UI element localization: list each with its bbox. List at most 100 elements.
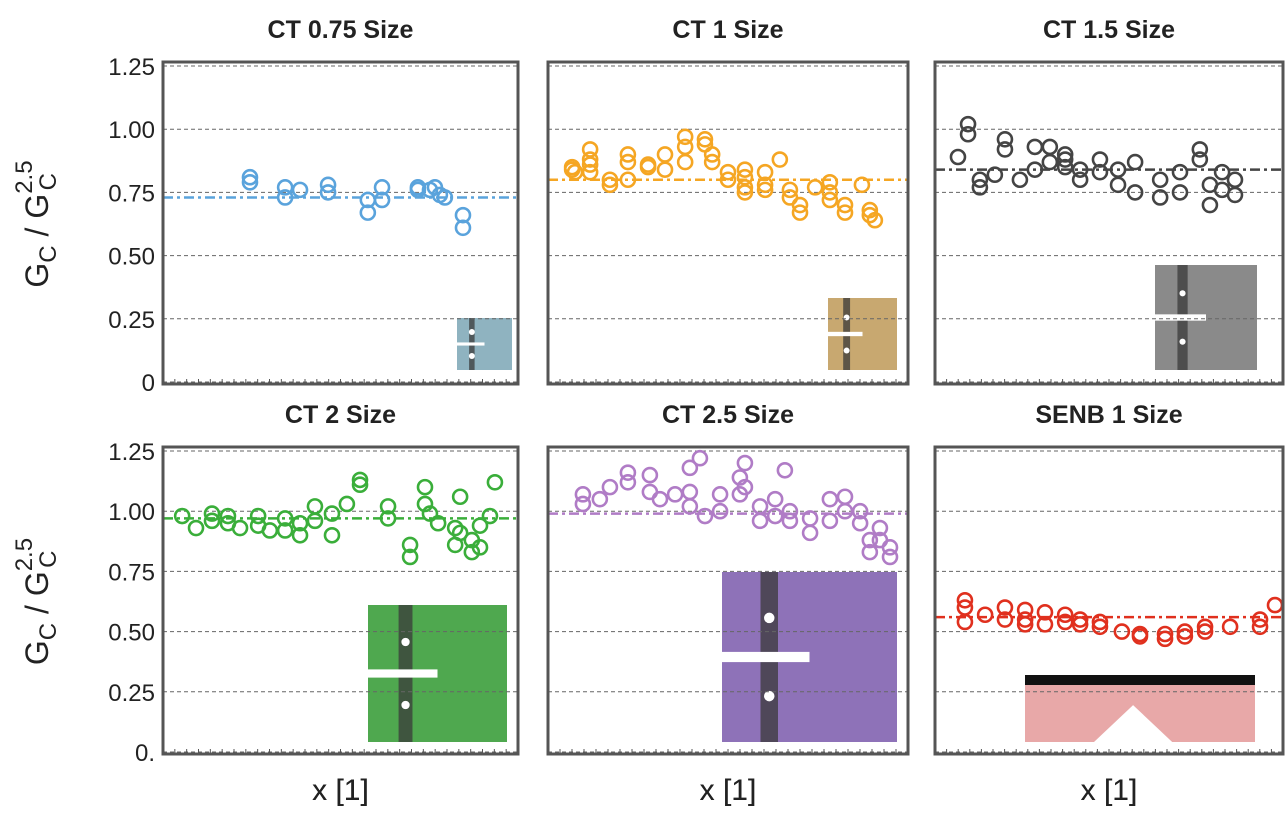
data-point <box>1071 171 1089 189</box>
data-point <box>1071 161 1089 178</box>
data-point <box>1091 613 1109 631</box>
data-point <box>409 179 427 196</box>
data-point <box>861 206 879 224</box>
data-point <box>736 184 754 201</box>
data-point <box>1176 623 1194 640</box>
data-point <box>241 173 259 191</box>
y-axis-label-part: / G <box>19 194 55 246</box>
data-point <box>639 158 657 176</box>
data-point <box>836 196 854 214</box>
data-point <box>676 138 694 156</box>
data-point <box>1016 611 1034 628</box>
data-point <box>1191 141 1209 158</box>
data-point <box>454 206 472 224</box>
data-point <box>1056 151 1074 168</box>
data-point <box>1131 628 1149 645</box>
data-point <box>801 510 819 527</box>
panel-title: SENB 1 Size <box>1035 401 1182 429</box>
data-point <box>1036 616 1054 633</box>
y-tick-label: 0.50 <box>108 620 155 647</box>
data-point <box>696 507 714 525</box>
specimen-hole <box>401 637 410 647</box>
data-point <box>806 179 824 196</box>
data-point <box>591 490 609 508</box>
data-point <box>319 176 337 194</box>
data-point <box>1109 176 1127 194</box>
data-point <box>1036 604 1054 621</box>
data-point <box>436 189 454 206</box>
data-point <box>956 591 974 609</box>
data-point <box>619 153 637 171</box>
data-point <box>1226 171 1244 189</box>
data-point <box>851 514 869 532</box>
y-tick-label: 1.25 <box>108 54 155 81</box>
data-point <box>1221 618 1239 636</box>
data-point <box>651 490 669 508</box>
plot-frame <box>546 445 910 756</box>
data-point <box>1126 153 1144 171</box>
data-point <box>451 524 469 542</box>
data-point <box>771 151 789 168</box>
data-point <box>756 176 774 194</box>
plot-frame <box>161 445 520 756</box>
data-point <box>1091 151 1109 168</box>
y-tick-label: 0.75 <box>108 559 155 586</box>
data-point <box>359 204 377 221</box>
data-point <box>1201 196 1219 214</box>
data-point <box>681 498 699 515</box>
data-point <box>719 171 737 189</box>
data-point <box>481 507 499 525</box>
data-point <box>1176 628 1194 645</box>
data-point <box>731 469 749 486</box>
data-point <box>379 498 397 515</box>
data-point <box>959 115 977 133</box>
y-axis-label-part: C <box>35 623 62 640</box>
y-tick-label: 1.00 <box>108 499 155 526</box>
y-tick-label: 0. <box>135 740 155 767</box>
specimen-edge <box>1025 675 1255 685</box>
data-point <box>776 461 794 479</box>
data-point <box>581 163 599 181</box>
data-point <box>261 522 279 539</box>
y-tick-label: 1.00 <box>108 117 155 144</box>
data-point <box>373 191 391 209</box>
specimen-hole <box>468 329 475 336</box>
data-point <box>1226 186 1244 204</box>
panel-title: CT 0.75 Size <box>268 16 414 44</box>
data-point <box>703 146 721 163</box>
data-point <box>471 539 489 556</box>
y-axis-label: GC / G2.5C <box>11 538 62 665</box>
y-axis-label-part: / G <box>19 571 55 623</box>
data-point <box>619 171 637 189</box>
data-point <box>681 483 699 501</box>
data-point <box>581 156 599 173</box>
data-point <box>1056 613 1074 631</box>
panel-title: CT 2.5 Size <box>662 401 794 429</box>
specimen-slot <box>457 342 485 346</box>
data-point <box>351 471 369 489</box>
data-point <box>1191 151 1209 168</box>
data-point <box>1016 616 1034 633</box>
data-point <box>821 512 839 530</box>
data-point <box>1171 184 1189 201</box>
data-point <box>451 488 469 506</box>
data-point <box>231 519 249 537</box>
data-point <box>1056 158 1074 176</box>
data-point <box>866 211 884 229</box>
data-point <box>1071 616 1089 633</box>
data-point <box>976 606 994 624</box>
data-point <box>681 459 699 477</box>
x-axis-label: x [1] <box>312 774 369 807</box>
data-point <box>1041 138 1059 156</box>
y-axis-label-part: C <box>35 173 62 190</box>
specimen-hole <box>843 347 850 354</box>
y-tick-label: 0.50 <box>108 244 155 271</box>
y-tick-label: 0 <box>142 370 155 397</box>
data-point <box>821 173 839 191</box>
data-point <box>276 179 294 196</box>
data-point <box>276 510 294 527</box>
data-point <box>736 454 754 472</box>
data-point <box>791 196 809 214</box>
plot-frame <box>546 60 910 386</box>
data-point <box>601 171 619 189</box>
